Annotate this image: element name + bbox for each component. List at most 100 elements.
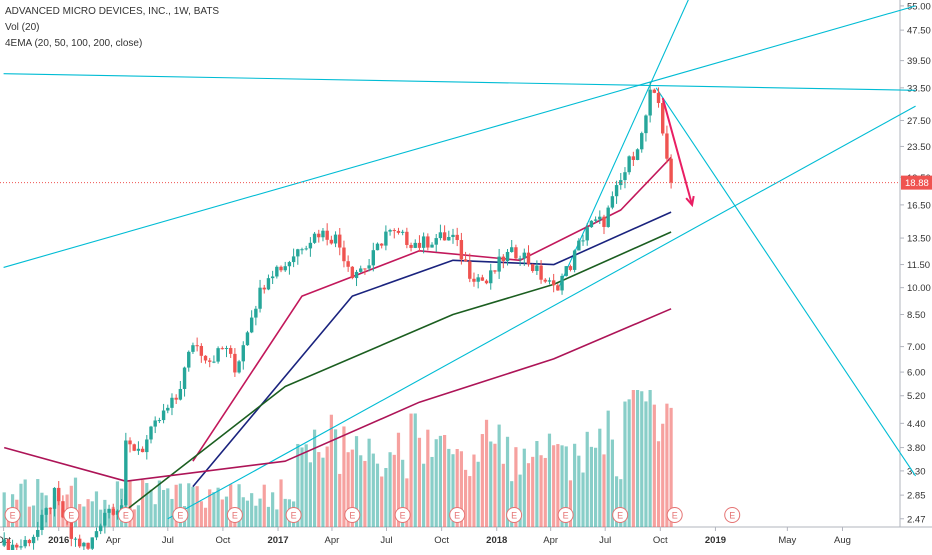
y-tick-label: 16.50 [907, 200, 931, 211]
volume-bar [447, 448, 451, 527]
candle-body [489, 270, 493, 284]
candle-body [535, 265, 539, 272]
x-tick-label: 2016 [48, 535, 69, 546]
candle-body [199, 345, 204, 356]
volume-bar [271, 492, 275, 527]
candle-body [266, 278, 271, 290]
candle-body [468, 261, 472, 279]
earnings-marker [4, 507, 21, 523]
volume-bar [36, 479, 40, 527]
x-tick-label: Jul [380, 535, 392, 546]
candle-body [308, 242, 313, 249]
candle-body [2, 539, 6, 546]
candle-body [31, 536, 36, 544]
candle-body [10, 544, 15, 553]
volume-bar [78, 504, 82, 527]
volume-bar [199, 501, 203, 527]
volume-bar [489, 441, 493, 527]
volume-bar [585, 431, 589, 527]
candle-body [103, 512, 107, 526]
candle-body [69, 520, 74, 539]
volume-bar [300, 447, 304, 527]
candle-body [153, 420, 157, 427]
trend-lines [3, 0, 917, 520]
volume-bar [476, 461, 480, 527]
projection-arrow [661, 97, 694, 206]
candle-body [451, 234, 455, 237]
volume-bar [396, 432, 401, 527]
x-tick-label: Oct [434, 535, 449, 546]
volume-bar [203, 507, 208, 527]
volume-bar [69, 485, 73, 527]
candle-body [237, 361, 241, 373]
volume-bar [308, 462, 312, 527]
earnings-marker [63, 507, 80, 523]
candle-body [526, 252, 531, 265]
x-tick-label: May [778, 535, 796, 546]
volume-bar [178, 483, 182, 527]
candle-body [648, 89, 652, 116]
volume-bar [430, 456, 434, 527]
volume-bar [526, 463, 531, 527]
candle-body [57, 487, 61, 502]
earnings-marker [506, 507, 523, 523]
volume-bar [145, 483, 149, 527]
y-tick-label: 5.20 [907, 391, 926, 402]
volume-bar [463, 469, 468, 527]
x-tick-label: Oct [216, 535, 231, 546]
candle-body [140, 448, 145, 453]
candle-body [333, 234, 338, 244]
y-tick-label: 4.40 [907, 419, 926, 430]
volume-bar [652, 404, 656, 527]
volume-bar [212, 492, 216, 527]
candle-body [551, 280, 556, 286]
candle-body [434, 238, 438, 245]
volume-bar [547, 433, 552, 527]
y-tick-label: 55.00 [907, 1, 931, 12]
volume-bar [623, 401, 627, 527]
candle-body [354, 271, 359, 279]
volume-bar [669, 407, 673, 527]
candle-body [396, 230, 401, 233]
candle-body [220, 348, 225, 350]
candle-body [312, 233, 317, 243]
candle-body [409, 244, 413, 248]
candle-body [614, 185, 619, 197]
candle-body [182, 367, 187, 389]
candle-body [371, 250, 376, 266]
y-tick-label: 11.50 [907, 260, 930, 271]
candle-body [510, 247, 514, 252]
trend-line [557, 0, 689, 290]
volume-bar [325, 446, 329, 527]
candle-body [581, 240, 585, 242]
earnings-marker [117, 507, 134, 523]
volume-bar [510, 481, 514, 527]
ema-100-line [125, 231, 672, 511]
x-tick-label: 2018 [486, 535, 507, 546]
trend-line [3, 73, 916, 91]
candle-body [518, 258, 522, 260]
volume-bar [304, 444, 308, 527]
candle-body [174, 397, 178, 400]
candle-body [283, 266, 287, 271]
earnings-marker [344, 507, 361, 523]
volume-bar [82, 506, 86, 527]
volume-bar [329, 414, 333, 527]
candle-body [161, 410, 166, 421]
last-price-badge [901, 175, 932, 190]
candle-body [27, 539, 32, 544]
volume-bar [581, 472, 585, 527]
volume-bar [556, 444, 560, 527]
volume-bar [598, 428, 602, 527]
candle-body [208, 360, 212, 362]
candle-body [455, 234, 459, 241]
candle-body [560, 275, 564, 291]
candle-body [514, 247, 518, 259]
candle-body [572, 250, 577, 270]
earnings-marker-label: E [123, 511, 129, 521]
x-tick-label: Oct [653, 535, 668, 546]
volume-bar [111, 506, 115, 527]
volume-bar [602, 454, 606, 527]
